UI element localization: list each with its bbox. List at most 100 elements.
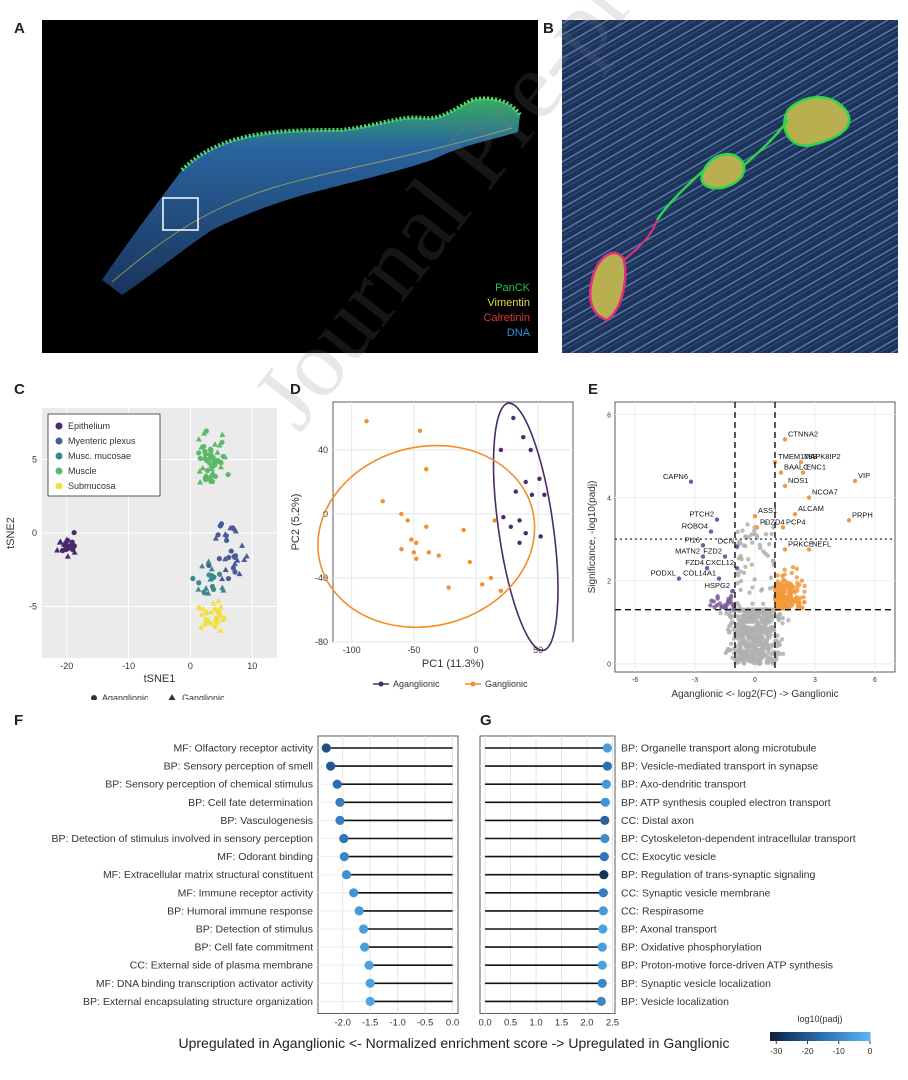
gene-label: TMEM178B [778, 452, 818, 461]
point-up-ganglionic [802, 589, 807, 594]
data-point [517, 540, 522, 545]
data-point-ganglionic [198, 611, 205, 617]
point-not-significant [735, 529, 740, 535]
point-up-ganglionic [775, 573, 780, 578]
data-point [511, 415, 516, 421]
lollipop-head [599, 870, 609, 880]
point-not-significant [751, 531, 757, 537]
point-not-significant [769, 531, 774, 537]
point-up-ganglionic [789, 603, 795, 608]
point-up-aganglionic [717, 601, 723, 606]
data-point [417, 428, 423, 433]
point-not-significant [742, 624, 747, 630]
data-point-ganglionic [64, 553, 71, 559]
lollipop-chart-aganglionic: -2.0 -1.5 -1.0 -0.5 0.0 MF: Olfactory recepto… [52, 735, 459, 1029]
data-point-aganglionic [216, 556, 222, 562]
legend-label: Aganglionic [393, 679, 440, 689]
data-point [542, 492, 547, 497]
data-point-ganglionic [199, 562, 206, 569]
data-point-ganglionic [222, 453, 229, 460]
point-up-ganglionic [794, 566, 800, 571]
gene-label: BAALC [784, 463, 809, 472]
colorbar-segment [822, 1032, 825, 1041]
data-point-aganglionic [215, 532, 221, 538]
data-point [513, 489, 518, 494]
lollipop-head [602, 761, 612, 771]
data-point-aganglionic [226, 554, 232, 561]
gene-label: COL14A1 [683, 569, 716, 578]
data-point-ganglionic [208, 609, 215, 615]
data-point-aganglionic [216, 571, 223, 577]
gene-label: HSPG2 [705, 581, 730, 590]
lollipop-head [364, 960, 374, 970]
x-tick-label: 6 [873, 677, 877, 684]
data-point [517, 518, 522, 523]
term-label: BP: Oxidative phosphorylation [621, 942, 762, 954]
data-point-ganglionic [215, 597, 222, 604]
panel-letter-d: D [290, 381, 301, 398]
data-point [380, 499, 385, 504]
labeled-gene-point [754, 525, 760, 530]
data-point [523, 531, 528, 536]
term-label: BP: Proton-motive force-driven ATP synth… [621, 960, 833, 972]
point-up-ganglionic [802, 583, 807, 589]
colorbar-tick-label: 0 [868, 1046, 873, 1056]
data-point [529, 492, 535, 497]
x-tick-label: -3 [692, 677, 698, 684]
labeled-gene-point [734, 565, 740, 571]
data-point-aganglionic [230, 525, 236, 531]
point-not-significant [760, 601, 766, 607]
labeled-gene-point [722, 554, 728, 559]
point-up-ganglionic [781, 601, 787, 606]
colorbar-segment [802, 1032, 805, 1041]
point-up-ganglionic [783, 579, 788, 584]
colorbar-segment [844, 1032, 847, 1041]
point-not-significant [745, 557, 751, 562]
gene-label: CTNNA2 [788, 429, 818, 438]
term-label: BP: Vesicle localization [621, 996, 729, 1008]
point-not-significant [747, 628, 752, 633]
point-not-significant [736, 617, 741, 622]
data-point [364, 419, 369, 424]
point-up-ganglionic [799, 578, 805, 583]
data-point [537, 476, 542, 481]
x-tick-label: 0 [473, 645, 478, 655]
point-not-significant [738, 569, 743, 574]
labeled-gene-point [688, 479, 694, 484]
colorbar-segment [780, 1032, 783, 1041]
point-not-significant [733, 657, 738, 662]
x-tick-label: -6 [632, 677, 638, 684]
colorbar-segment [812, 1032, 815, 1041]
x-tick-label: 0.5 [504, 1018, 517, 1029]
data-point [411, 550, 417, 555]
tissue-section-drawing [102, 96, 522, 295]
point-not-significant [757, 629, 762, 635]
data-point-ganglionic [205, 558, 212, 564]
colorbar-segment [842, 1032, 845, 1041]
term-label: BP: Vesicle-mediated transport in synaps… [621, 761, 818, 773]
point-not-significant [725, 627, 731, 632]
cluster-legend: Epithelium Myenteric plexus Musc. mucosae M… [47, 413, 161, 497]
point-not-significant [745, 535, 751, 540]
data-point [492, 518, 497, 523]
colorbar-segment [868, 1032, 871, 1041]
x-tick-label: -1.0 [389, 1018, 405, 1029]
point-not-significant [740, 528, 745, 533]
lollipop-head [365, 996, 375, 1006]
lollipop-head [339, 833, 349, 844]
data-point [508, 524, 514, 529]
data-point [467, 559, 472, 565]
colorbar-segment [770, 1032, 773, 1041]
point-not-significant [756, 624, 762, 629]
legend-label: Submucosa [68, 481, 116, 491]
data-point-ganglionic [63, 540, 70, 547]
x-tick-label: 1.0 [529, 1018, 542, 1029]
lollipop-head [332, 779, 342, 789]
point-up-ganglionic [783, 597, 788, 603]
legend-box [47, 413, 161, 497]
y-axis-label: PC2 (5.2%) [290, 494, 302, 551]
data-point-aganglionic [213, 619, 219, 625]
point-up-ganglionic [777, 581, 783, 587]
point-not-significant [771, 558, 776, 563]
